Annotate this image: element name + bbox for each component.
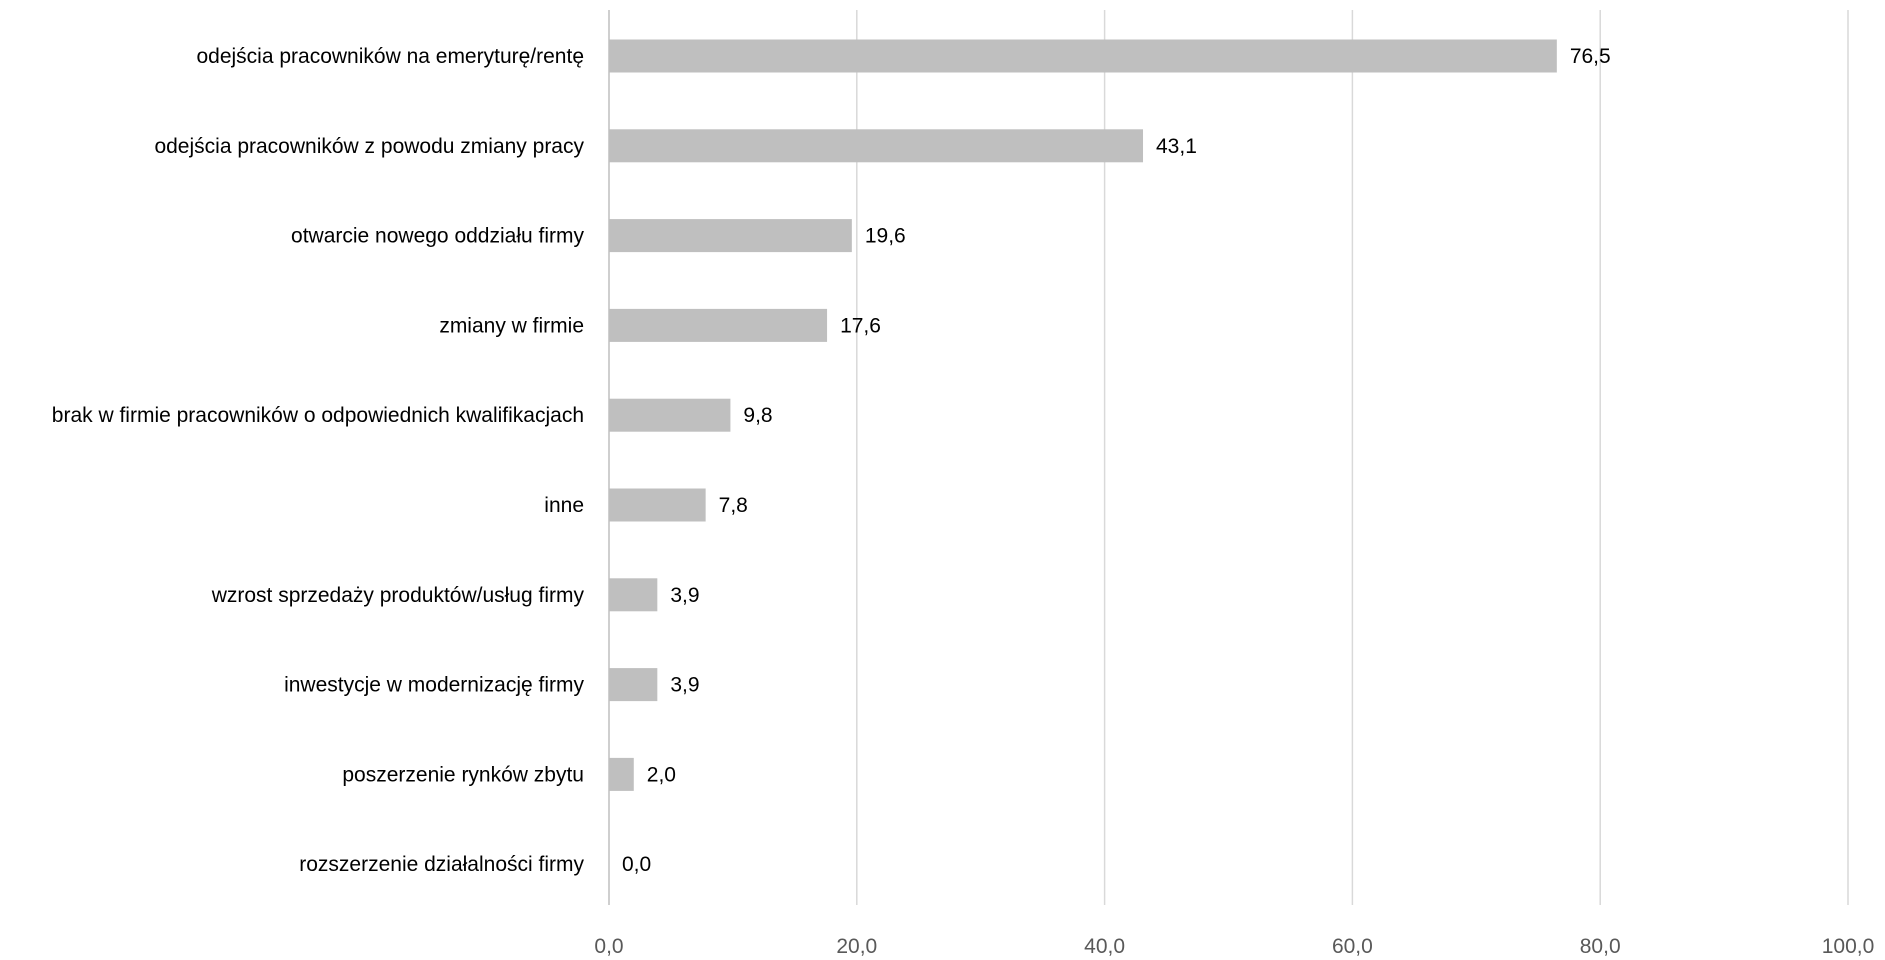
x-tick-label: 0,0 <box>594 935 623 958</box>
category-label: rozszerzenie działalności firmy <box>299 853 584 876</box>
category-label: wzrost sprzedaży produktów/usług firmy <box>211 584 585 607</box>
data-label: 17,6 <box>840 314 881 337</box>
bar <box>609 757 634 791</box>
data-label: 9,8 <box>743 404 772 427</box>
data-label: 43,1 <box>1156 135 1197 158</box>
category-label: inwestycje w modernizację firmy <box>284 674 584 697</box>
bar <box>609 308 828 342</box>
category-label: odejścia pracowników z powodu zmiany pra… <box>154 135 584 158</box>
bar <box>609 398 731 432</box>
data-label: 0,0 <box>622 853 651 876</box>
x-tick-label: 40,0 <box>1084 935 1125 958</box>
bar <box>609 668 658 702</box>
x-tick-label: 100,0 <box>1822 935 1875 958</box>
x-tick-label: 60,0 <box>1332 935 1373 958</box>
category-label: brak w firmie pracowników o odpowiednich… <box>52 404 584 427</box>
category-labels: odejścia pracowników na emeryturę/rentę o… <box>52 45 585 876</box>
x-axis-tick-labels: 0,0 20,0 40,0 60,0 80,0 100,0 <box>594 935 1874 958</box>
data-label: 2,0 <box>647 763 676 786</box>
value-labels: 76,5 43,1 19,6 17,6 9,8 7,8 3,9 3,9 2,0 0,0 <box>622 45 1611 876</box>
x-tick-label: 80,0 <box>1580 935 1621 958</box>
category-label: odejścia pracowników na emeryturę/rentę <box>196 45 584 68</box>
category-label: inne <box>544 494 584 517</box>
data-label: 7,8 <box>719 494 748 517</box>
bar <box>609 578 658 612</box>
data-label: 3,9 <box>670 584 699 607</box>
bar <box>609 39 1557 73</box>
category-label: zmiany w firmie <box>439 314 584 337</box>
x-tick-label: 20,0 <box>836 935 877 958</box>
bar <box>609 488 706 522</box>
category-label: otwarcie nowego oddziału firmy <box>291 225 584 248</box>
data-label: 3,9 <box>670 674 699 697</box>
data-label: 76,5 <box>1570 45 1611 68</box>
bar <box>609 129 1144 163</box>
bars <box>609 39 1557 791</box>
data-label: 19,6 <box>865 225 906 248</box>
category-label: poszerzenie rynków zbytu <box>342 763 584 786</box>
bar <box>609 219 852 253</box>
